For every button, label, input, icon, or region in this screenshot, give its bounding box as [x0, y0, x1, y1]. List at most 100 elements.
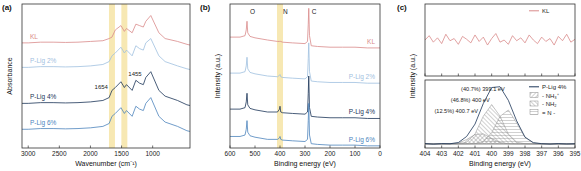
series-label: P-Lig 2% — [30, 57, 57, 65]
x-tick — [441, 146, 442, 149]
x-tick-label: 300 — [300, 150, 311, 157]
legend-label: - NH₂ — [542, 101, 557, 107]
legend-swatch — [530, 110, 538, 115]
x-tick-label: 403 — [436, 150, 447, 157]
x-tick — [255, 146, 256, 149]
x-tick-label: 2500 — [52, 150, 67, 157]
plot-frame — [230, 4, 380, 148]
panel: 6005004003002001000(b)Binding energy (eV… — [200, 3, 382, 168]
annotation: (40.7%) 399.1 eV — [461, 86, 505, 92]
spectrum-line — [22, 98, 190, 132]
series-label: P-Lig 2% — [349, 73, 376, 81]
x-tick-label: 200 — [325, 150, 336, 157]
plot-frame — [22, 4, 190, 148]
x-axis-label: Binding energy (eV) — [469, 160, 531, 168]
y-axis-label: Intensity (a.u.) — [214, 54, 222, 98]
y-axis-label: Intensity (a.u.) — [409, 54, 417, 98]
x-tick — [558, 74, 559, 77]
x-tick — [491, 146, 492, 149]
x-tick-label: 3000 — [21, 150, 36, 157]
x-tick — [305, 146, 306, 149]
annotation: C — [312, 8, 317, 15]
x-tick — [355, 146, 356, 149]
highlight-band — [109, 4, 115, 148]
annotation: (46.8%) 400 eV — [451, 97, 490, 103]
x-tick — [575, 74, 576, 77]
x-tick-label: 395 — [570, 150, 581, 157]
spectrum-line — [22, 72, 190, 106]
x-tick — [541, 146, 542, 149]
x-tick — [508, 146, 509, 149]
x-tick-label: 396 — [553, 150, 564, 157]
x-tick-label: 398 — [520, 150, 531, 157]
series-label: P-Lig 6% — [30, 119, 57, 127]
x-tick — [575, 146, 576, 149]
x-tick — [59, 146, 60, 149]
x-tick — [491, 74, 492, 77]
legend-label: P-Lig 4% — [542, 84, 567, 90]
x-tick — [121, 146, 122, 149]
x-tick — [90, 146, 91, 149]
series-label: P-Lig 4% — [30, 93, 57, 101]
x-tick-label: 399 — [503, 150, 514, 157]
x-tick — [458, 74, 459, 77]
legend-label: = N - — [542, 110, 555, 116]
x-tick — [475, 74, 476, 77]
spectrum-line — [230, 8, 380, 48]
annotation: O — [250, 8, 255, 15]
panel: 3000 2500 2000 1500 1000 (a) Wavenumber (cm⁻¹)… — [2, 3, 190, 168]
x-tick-label: 0 — [378, 150, 382, 157]
legend-swatch — [530, 101, 538, 106]
panel: 404403402401400399398397396395Binding en… — [420, 80, 581, 168]
x-tick-label: 401 — [470, 150, 481, 157]
x-tick — [425, 74, 426, 77]
component-area — [425, 105, 575, 144]
x-tick-label: 397 — [536, 150, 547, 157]
spectrum-line — [425, 87, 575, 144]
panel-label: (a) — [2, 3, 12, 12]
x-tick — [458, 146, 459, 149]
y-axis-label: Absorbance — [6, 57, 13, 94]
x-tick-label: 1500 — [114, 150, 129, 157]
panel: (c)Intensity (a.u.)KL — [397, 3, 575, 98]
x-tick — [508, 74, 509, 77]
highlight-band — [121, 4, 127, 148]
spectrum-line — [230, 76, 380, 118]
spectrum-line — [22, 16, 190, 46]
x-axis-label: Wavenumber (cm⁻¹) — [75, 160, 137, 168]
plot-area — [425, 34, 575, 46]
annotation: (12.5%) 400.7 eV — [434, 108, 478, 114]
x-tick — [441, 74, 442, 77]
x-tick — [558, 146, 559, 149]
x-tick — [28, 146, 29, 149]
x-tick — [330, 146, 331, 149]
x-tick — [230, 146, 231, 149]
spectrum-line — [230, 103, 380, 145]
annotation: 1654 — [95, 84, 109, 90]
spectrum-line — [230, 43, 380, 83]
x-tick — [280, 146, 281, 149]
x-tick-label: 400 — [275, 150, 286, 157]
x-tick-label: 404 — [420, 150, 431, 157]
series-label: P-Lig 4% — [349, 108, 376, 116]
legend-swatch — [529, 86, 539, 87]
panel-label: (c) — [397, 3, 407, 12]
annotation: N — [283, 8, 288, 15]
x-tick-label: 500 — [250, 150, 261, 157]
series-label: KL — [30, 33, 38, 40]
series-label: P-Lig 6% — [349, 136, 376, 144]
x-axis-label: Binding energy (eV) — [274, 160, 336, 168]
x-tick — [541, 74, 542, 77]
x-tick-label: 1000 — [145, 150, 160, 157]
annotation: 1455 — [128, 71, 142, 77]
plot-area — [425, 87, 575, 144]
x-tick-label: 400 — [486, 150, 497, 157]
x-tick-label: 2000 — [83, 150, 98, 157]
x-tick-label: 600 — [225, 150, 236, 157]
legend-swatch — [529, 10, 539, 11]
plot-frame — [425, 4, 575, 76]
x-tick — [425, 146, 426, 149]
plot-area — [230, 4, 380, 148]
spectrum-line — [425, 34, 575, 46]
spectrum-line — [22, 39, 190, 70]
